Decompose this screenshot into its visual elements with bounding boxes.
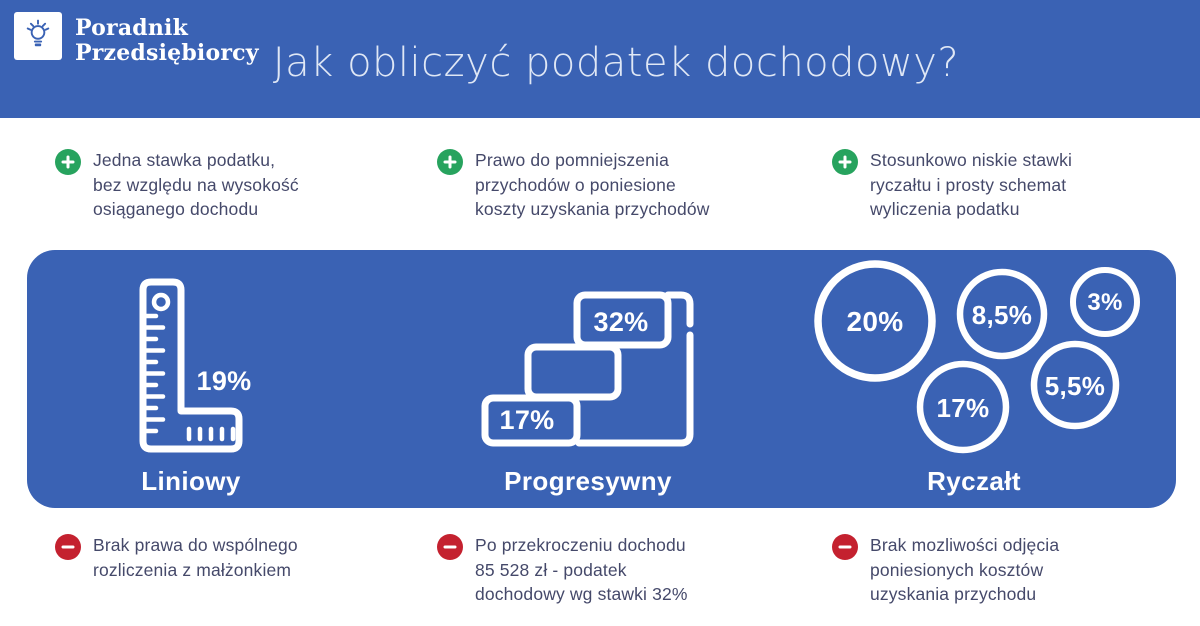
advantage-item-progressive: Prawo do pomniejszenia przychodów o poni… bbox=[437, 148, 710, 222]
circles-icon bbox=[814, 260, 1140, 454]
rate-label-lumpsum-8-5: 8,5% bbox=[971, 300, 1033, 330]
advantage-item-lumpsum: Stosunkowo niskie stawki ryczałtu i pros… bbox=[832, 148, 1072, 222]
tax-type-label-linear: Liniowy bbox=[141, 466, 241, 496]
brand-logo bbox=[14, 12, 62, 60]
lightbulb-icon bbox=[19, 14, 57, 59]
rate-label-lumpsum-5-5: 5,5% bbox=[1044, 371, 1106, 401]
plus-circle-icon bbox=[832, 149, 858, 175]
brand-name-line2: Przedsiębiorcy bbox=[75, 40, 259, 66]
tax-types-panel: 19% 32% 17% 20% 8,5% 3% 17% 5,5% Liniowy… bbox=[27, 250, 1176, 508]
rate-label-progressive-high: 32% bbox=[593, 307, 649, 337]
rate-label-linear: 19% bbox=[196, 366, 252, 396]
brand-name-line1: Poradnik bbox=[75, 15, 189, 41]
disadvantage-item-linear: Brak prawa do wspólnego rozliczenia z ma… bbox=[55, 533, 298, 582]
disadvantage-text: Brak prawa do wspólnego rozliczenia z ma… bbox=[93, 535, 298, 580]
minus-circle-icon bbox=[437, 534, 463, 560]
advantage-text: Prawo do pomniejszenia przychodów o poni… bbox=[475, 150, 710, 219]
header-bar: Poradnik Przedsiębiorcy Jak obliczyć pod… bbox=[0, 0, 1200, 118]
tax-illustrations bbox=[139, 260, 1140, 454]
page-title: Jak obliczyć podatek dochodowy? bbox=[272, 40, 960, 86]
disadvantage-text: Po przekroczeniu dochodu 85 528 zł - pod… bbox=[475, 535, 688, 604]
ruler-icon bbox=[139, 278, 243, 453]
rate-label-lumpsum-17: 17% bbox=[936, 393, 990, 423]
stairs-icon bbox=[481, 291, 694, 447]
rate-label-lumpsum-20: 20% bbox=[846, 306, 904, 337]
minus-circle-icon bbox=[55, 534, 81, 560]
tax-type-label-lumpsum: Ryczałt bbox=[927, 466, 1021, 496]
advantage-text: Stosunkowo niskie stawki ryczałtu i pros… bbox=[870, 150, 1073, 219]
disadvantage-item-lumpsum: Brak mozliwości odjęcia poniesionych kos… bbox=[832, 533, 1059, 607]
minus-circle-icon bbox=[832, 534, 858, 560]
plus-circle-icon bbox=[55, 149, 81, 175]
advantage-text: Jedna stawka podatku, bez względu na wys… bbox=[93, 150, 299, 219]
tax-type-label-progressive: Progresywny bbox=[504, 466, 672, 496]
rate-label-progressive-low: 17% bbox=[499, 405, 555, 435]
disadvantage-item-progressive: Po przekroczeniu dochodu 85 528 zł - pod… bbox=[437, 533, 688, 607]
plus-circle-icon bbox=[437, 149, 463, 175]
disadvantage-text: Brak mozliwości odjęcia poniesionych kos… bbox=[870, 535, 1060, 604]
advantage-item-linear: Jedna stawka podatku, bez względu na wys… bbox=[55, 148, 299, 222]
brand-name: Poradnik Przedsiębiorcy bbox=[75, 16, 259, 66]
rate-label-lumpsum-3: 3% bbox=[1087, 289, 1123, 316]
